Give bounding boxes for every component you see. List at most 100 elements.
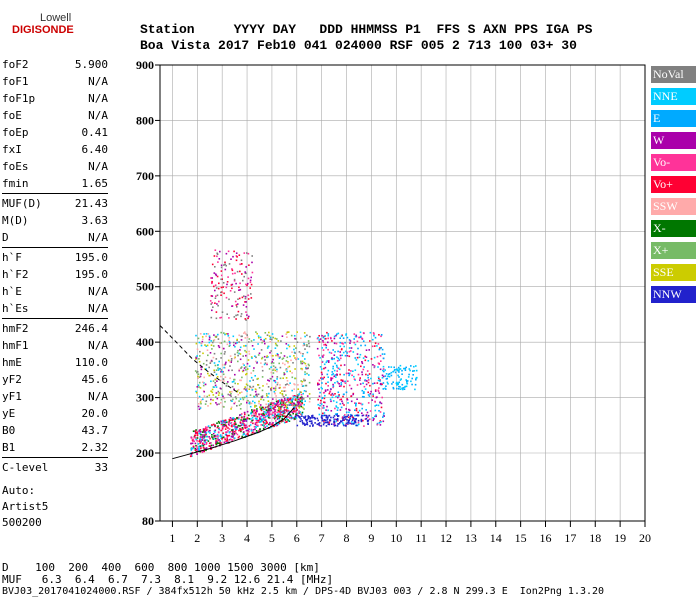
data-point: [209, 361, 212, 363]
data-point: [304, 362, 307, 365]
data-point: [415, 369, 418, 372]
data-point: [223, 353, 226, 355]
data-point: [307, 367, 309, 369]
data-point: [399, 368, 402, 370]
data-point: [305, 423, 308, 425]
data-point: [369, 331, 372, 334]
data-point: [274, 413, 276, 416]
data-point: [411, 377, 413, 380]
data-point: [277, 381, 279, 384]
param-row: h`E N/A: [2, 283, 108, 300]
data-point: [295, 417, 298, 419]
data-point: [239, 379, 241, 382]
data-point: [275, 420, 277, 422]
data-point: [291, 411, 293, 413]
data-point: [245, 319, 247, 321]
data-point: [372, 419, 374, 422]
data-point: [276, 344, 279, 347]
data-point: [232, 255, 234, 258]
legend-item: SSW: [651, 198, 696, 215]
data-point: [245, 283, 247, 286]
data-point: [282, 362, 284, 365]
data-point: [274, 387, 277, 390]
data-point: [237, 424, 240, 427]
data-point: [269, 407, 271, 410]
data-point: [300, 405, 303, 408]
data-point: [210, 390, 212, 392]
data-point: [276, 376, 279, 378]
data-point: [324, 343, 327, 346]
data-point: [212, 306, 214, 308]
data-point: [231, 283, 234, 286]
data-point: [344, 418, 347, 420]
data-point: [255, 356, 257, 359]
data-point: [410, 380, 412, 383]
data-point: [268, 331, 270, 334]
data-point: [381, 383, 383, 386]
data-point: [278, 422, 281, 425]
data-point: [255, 430, 258, 432]
data-point: [305, 365, 308, 367]
data-point: [298, 410, 300, 413]
data-point: [211, 391, 214, 394]
data-point: [208, 336, 211, 339]
data-point: [238, 418, 240, 420]
data-point: [357, 423, 360, 426]
data-point: [224, 440, 227, 443]
data-point: [262, 424, 265, 426]
data-point: [278, 410, 281, 412]
data-point: [374, 336, 377, 339]
data-point: [277, 340, 280, 342]
data-point: [373, 333, 375, 335]
data-point: [303, 422, 305, 425]
data-point: [223, 366, 225, 369]
data-point: [236, 341, 238, 344]
data-point: [225, 420, 227, 423]
data-point: [274, 412, 276, 414]
x-tick-label: 12: [440, 531, 452, 545]
data-point: [231, 433, 233, 435]
data-point: [224, 263, 226, 266]
data-point: [272, 407, 275, 409]
data-point: [379, 354, 382, 357]
data-point: [309, 335, 311, 338]
data-point: [239, 270, 241, 273]
data-point: [343, 424, 345, 427]
data-point: [220, 331, 222, 334]
data-point: [240, 315, 242, 318]
legend-item: E: [651, 110, 696, 127]
data-point: [243, 275, 245, 278]
data-point: [393, 366, 395, 369]
data-point: [328, 351, 331, 354]
data-point: [261, 369, 264, 372]
data-point: [214, 249, 217, 251]
data-point: [308, 345, 311, 348]
param-row: h`F 195.0: [2, 249, 108, 266]
data-point: [220, 371, 222, 373]
data-point: [412, 370, 414, 372]
data-point: [276, 403, 279, 405]
data-point: [306, 395, 309, 397]
data-point: [370, 358, 373, 360]
data-point: [371, 399, 373, 401]
y-tick-label: 900: [136, 58, 154, 72]
data-point: [264, 342, 266, 345]
data-point: [335, 334, 337, 337]
data-point: [227, 423, 230, 426]
data-point: [216, 433, 219, 436]
data-point: [239, 392, 241, 394]
data-point: [266, 406, 268, 409]
data-point: [204, 368, 206, 370]
data-point: [278, 399, 281, 401]
data-point: [262, 385, 264, 387]
data-point: [244, 427, 247, 429]
data-point: [267, 396, 269, 398]
data-point: [243, 364, 245, 366]
data-point: [213, 272, 216, 274]
data-point: [205, 449, 207, 452]
data-point: [336, 419, 339, 422]
data-point: [214, 434, 217, 437]
data-point: [203, 395, 206, 397]
data-point: [227, 429, 229, 432]
data-point: [219, 434, 222, 436]
